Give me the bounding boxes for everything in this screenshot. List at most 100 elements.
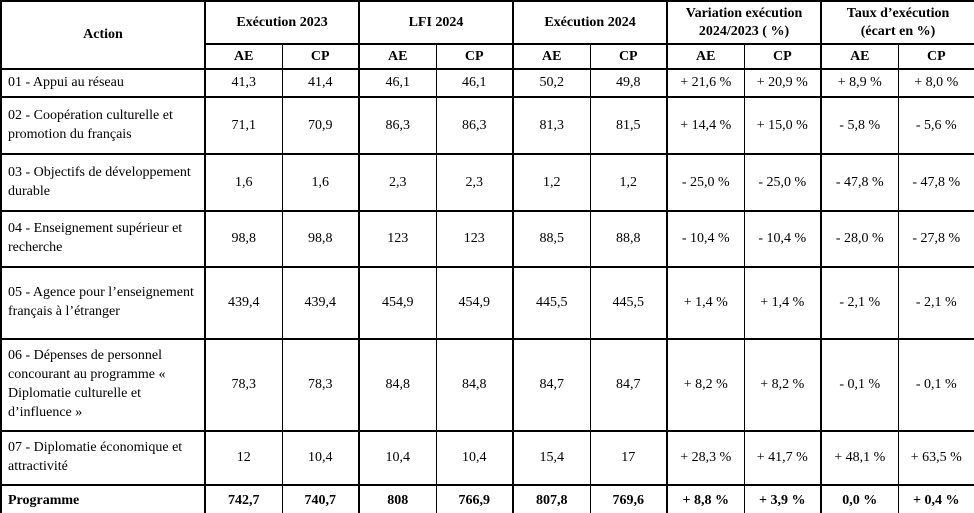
cell-value: 12 [204, 430, 283, 486]
cell-value: 808 [358, 484, 437, 513]
cell-value: 439,4 [204, 266, 283, 340]
cell-value: - 28,0 % [820, 210, 899, 268]
cell-value: 81,3 [512, 96, 591, 155]
cell-value: 78,3 [281, 338, 361, 432]
cell-value: 769,6 [589, 484, 669, 513]
cell-value: 454,9 [435, 266, 515, 340]
column-group-execution-2023: Exécution 2023 [203, 0, 361, 45]
cell-value: 0,0 % [820, 484, 899, 513]
cell-value: 2,3 [358, 153, 437, 212]
action-label: 06 - Dépenses de personnel concourant au… [0, 338, 206, 432]
column-group-taux: Taux d’exécution (écart en %) [820, 0, 974, 45]
cell-value: 81,5 [589, 96, 669, 155]
cell-value: - 5,8 % [820, 96, 899, 155]
group-label-line: LFI 2024 [408, 14, 464, 30]
cell-value: 807,8 [512, 484, 591, 513]
cell-value: 84,8 [358, 338, 437, 432]
cell-value: - 47,8 % [897, 153, 974, 212]
cell-value: + 8,0 % [897, 68, 974, 98]
cell-value: 1,6 [204, 153, 283, 212]
column-header-ae: AE [204, 43, 283, 70]
column-header-ae: AE [820, 43, 899, 70]
cell-value: 742,7 [204, 484, 283, 513]
cell-value: - 10,4 % [743, 210, 823, 268]
cell-value: + 8,8 % [666, 484, 745, 513]
cell-value: - 27,8 % [897, 210, 974, 268]
cell-value: + 63,5 % [897, 430, 974, 486]
cell-value: 84,8 [435, 338, 515, 432]
cell-value: + 20,9 % [743, 68, 823, 98]
table-row: 04 - Enseignement supérieur et recherche… [0, 210, 974, 268]
cell-value: 46,1 [435, 68, 515, 98]
cell-value: 445,5 [589, 266, 669, 340]
cell-value: 445,5 [512, 266, 591, 340]
cell-value: - 25,0 % [666, 153, 745, 212]
cell-value: + 8,2 % [743, 338, 823, 432]
cell-value: - 2,1 % [820, 266, 899, 340]
cell-value: 88,8 [589, 210, 669, 268]
column-header-cp: CP [281, 43, 361, 70]
cell-value: 766,9 [435, 484, 515, 513]
programme-total-label: Programme [0, 484, 206, 513]
cell-value: + 3,9 % [743, 484, 823, 513]
cell-value: 10,4 [358, 430, 437, 486]
cell-value: - 2,1 % [897, 266, 974, 340]
cell-value: 439,4 [281, 266, 361, 340]
column-group-execution-2024: Exécution 2024 [512, 0, 669, 45]
cell-value: + 0,4 % [897, 484, 974, 513]
column-header-cp: CP [435, 43, 515, 70]
cell-value: + 48,1 % [820, 430, 899, 486]
column-header-ae: AE [358, 43, 437, 70]
cell-value: - 5,6 % [897, 96, 974, 155]
column-header-action: Action [0, 0, 206, 70]
column-header-cp: CP [589, 43, 669, 70]
header-sub-row: AE CP AE CP AE CP AE CP AE CP [1, 43, 974, 70]
cell-value: - 0,1 % [897, 338, 974, 432]
cell-value: 123 [358, 210, 437, 268]
action-label: 03 - Objectifs de développement durable [0, 153, 206, 212]
column-header-cp: CP [897, 43, 974, 70]
cell-value: 1,6 [281, 153, 361, 212]
cell-value: + 21,6 % [666, 68, 745, 98]
cell-value: 84,7 [512, 338, 591, 432]
header-group-row: Action Exécution 2023 LFI 2024 Exécution… [0, 0, 974, 70]
cell-value: + 8,2 % [666, 338, 745, 432]
cell-value: + 41,7 % [743, 430, 823, 486]
cell-value: 10,4 [435, 430, 515, 486]
group-label-line: 2024/2023 ( %) [698, 23, 790, 39]
group-label-line: (écart en %) [860, 23, 936, 39]
column-group-lfi-2024: LFI 2024 [358, 0, 515, 45]
cell-value: + 15,0 % [743, 96, 823, 155]
cell-value: 71,1 [204, 96, 283, 155]
cell-value: - 10,4 % [666, 210, 745, 268]
action-label: 02 - Coopération culturelle et promotion… [0, 96, 206, 155]
cell-value: 10,4 [281, 430, 361, 486]
cell-value: 86,3 [358, 96, 437, 155]
cell-value: 15,4 [512, 430, 591, 486]
table-row: 01 - Appui au réseau 41,3 41,4 46,1 46,1… [0, 68, 974, 98]
action-label: 05 - Agence pour l’enseignement français… [0, 266, 206, 340]
action-label: 01 - Appui au réseau [0, 68, 206, 98]
table-row: 06 - Dépenses de personnel concourant au… [0, 338, 974, 432]
group-label-line: Variation exécution [685, 6, 803, 21]
cell-value: 46,1 [358, 68, 437, 98]
action-label: 04 - Enseignement supérieur et recherche [0, 210, 206, 268]
cell-value: 50,2 [512, 68, 591, 98]
cell-value: - 25,0 % [743, 153, 823, 212]
cell-value: 49,8 [589, 68, 669, 98]
cell-value: 70,9 [281, 96, 361, 155]
cell-value: 78,3 [204, 338, 283, 432]
table-row: 05 - Agence pour l’enseignement français… [0, 266, 974, 340]
cell-value: + 14,4 % [666, 96, 745, 155]
cell-value: + 8,9 % [820, 68, 899, 98]
table-row: 07 - Diplomatie économique et attractivi… [0, 430, 974, 486]
table-row: 03 - Objectifs de développement durable … [0, 153, 974, 212]
group-label-line: Exécution 2023 [236, 14, 328, 30]
cell-value: 84,7 [589, 338, 669, 432]
action-label: 07 - Diplomatie économique et attractivi… [0, 430, 206, 486]
cell-value: + 1,4 % [666, 266, 745, 340]
cell-value: 454,9 [358, 266, 437, 340]
cell-value: 123 [435, 210, 515, 268]
cell-value: 1,2 [589, 153, 669, 212]
cell-value: 86,3 [435, 96, 515, 155]
